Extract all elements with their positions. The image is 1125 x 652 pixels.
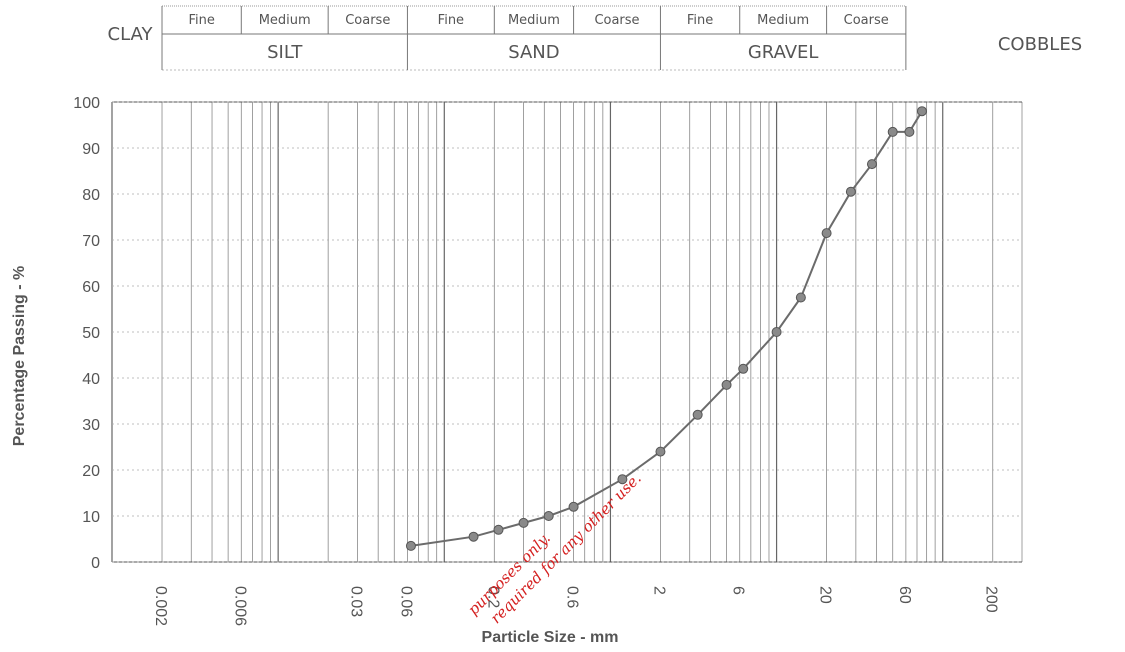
x-tick-label: 0.006 (231, 586, 248, 626)
data-point (916, 106, 927, 117)
data-point (795, 292, 806, 303)
header-group-label: SILT (267, 42, 303, 63)
x-tick-label: 0.6 (564, 586, 581, 608)
data-point (904, 126, 915, 137)
y-tick-label: 60 (82, 279, 100, 296)
x-tick-label: 200 (983, 586, 1000, 613)
data-point (738, 363, 749, 374)
x-tick-label: 2 (650, 586, 667, 595)
y-tick-label: 10 (82, 509, 100, 526)
header-sub-label: Coarse (345, 13, 390, 28)
y-tick-label: 20 (82, 463, 100, 480)
header-group-label: GRAVEL (748, 42, 819, 63)
header-sub-label: Fine (687, 13, 713, 28)
header-clay-label: CLAY (108, 24, 154, 45)
header-sub-label: Medium (757, 13, 809, 28)
data-point (405, 540, 416, 551)
data-point (721, 379, 732, 390)
y-tick-label: 100 (73, 95, 100, 112)
data-point (821, 228, 832, 239)
data-point (771, 327, 782, 337)
header-sub-label: Coarse (594, 13, 639, 28)
data-point (692, 409, 703, 420)
y-tick-label: 90 (82, 141, 100, 158)
x-axis-title: Particle Size - mm (482, 629, 619, 646)
data-point (866, 159, 877, 170)
data-point (568, 501, 579, 512)
x-tick-label: 60 (896, 586, 913, 604)
series-line (410, 110, 923, 547)
y-tick-label: 40 (82, 371, 100, 388)
data-point (493, 524, 504, 535)
data-point (887, 126, 898, 137)
data-point (617, 474, 628, 485)
horizontal-grid (112, 101, 1022, 563)
data-point (845, 186, 856, 197)
x-tick-label: 0.2 (484, 586, 501, 608)
x-tick-label: 0.03 (347, 586, 364, 617)
header-sub-label: Fine (188, 13, 214, 28)
x-tick-label: 6 (730, 586, 747, 595)
x-tick-label: 20 (817, 586, 834, 604)
y-tick-labels: 0 10 20 30 40 50 60 70 80 90 100 (73, 95, 100, 572)
header-sub-label: Fine (438, 13, 464, 28)
data-point (543, 511, 554, 521)
header-sub-label: Medium (508, 13, 560, 28)
y-tick-label: 30 (82, 417, 100, 434)
series-passing (405, 106, 927, 551)
classification-header: CLAY COBBLES SILT Fine Medium Coarse SAND Fine M… (108, 5, 1082, 71)
data-point (655, 446, 666, 457)
header-cobbles-label: COBBLES (998, 34, 1082, 55)
x-tick-labels: 0.002 0.006 0.03 0.06 0.2 0.6 2 6 20 60 200 (152, 586, 1000, 626)
header-group-label: SAND (508, 42, 559, 63)
header-sub-label: Medium (259, 13, 311, 28)
x-tick-label: 0.002 (152, 586, 169, 626)
y-tick-label: 50 (82, 325, 100, 342)
y-tick-label: 0 (91, 555, 100, 572)
header-sub-label: Coarse (844, 13, 889, 28)
y-axis-title: Percentage Passing - % (11, 266, 28, 447)
data-point (468, 531, 479, 542)
x-tick-label: 0.06 (397, 586, 414, 617)
y-tick-label: 80 (82, 187, 100, 204)
data-point (518, 517, 529, 528)
y-tick-label: 70 (82, 233, 100, 250)
